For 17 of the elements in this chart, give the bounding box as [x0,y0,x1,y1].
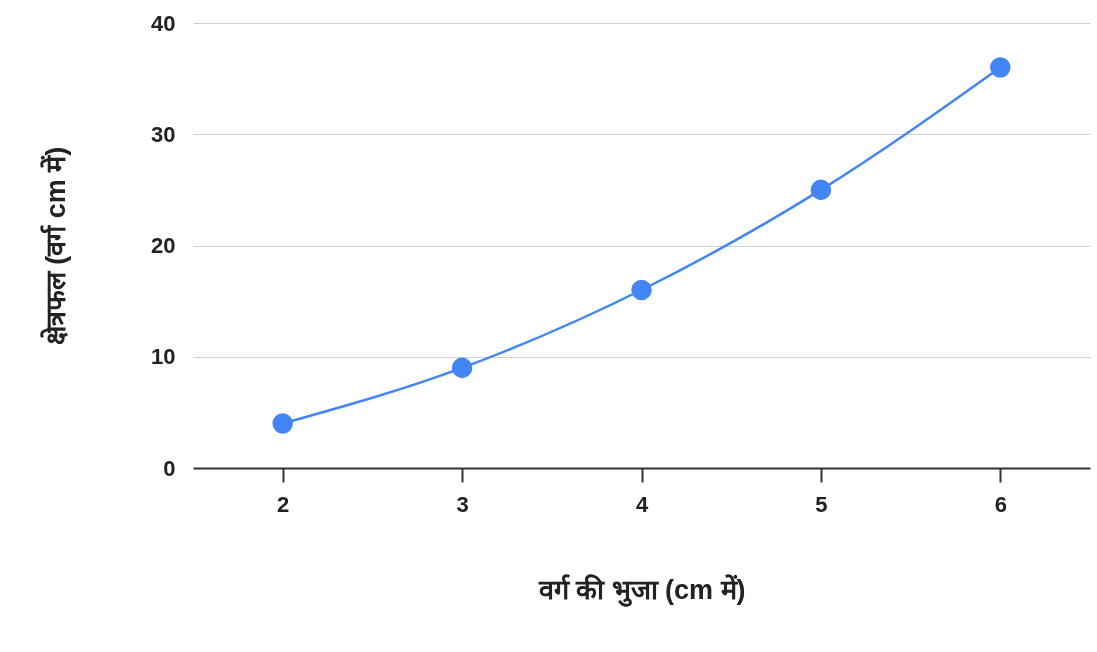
point [810,179,832,201]
x-tick-label: 2 [277,491,290,517]
x-tick-label: 5 [815,491,828,517]
y-tick-label: 20 [151,233,176,258]
x-tick-label: 6 [994,491,1007,517]
y-tick-label: 10 [151,344,176,370]
x-tick-label: 4 [635,491,649,517]
y-tick-label: 40 [151,10,176,36]
x-tick-label: 3 [456,491,469,517]
point [272,413,293,434]
y-tick-label: 30 [151,121,176,147]
point [990,57,1011,78]
point [631,279,652,301]
y-tick-label: 0 [163,455,176,481]
point [451,357,473,379]
y-axis-title: क्षेत्रफल (वर्ग cm में) [40,146,72,346]
x-axis-title: वर्ग की भुजा (cm में) [537,573,746,607]
